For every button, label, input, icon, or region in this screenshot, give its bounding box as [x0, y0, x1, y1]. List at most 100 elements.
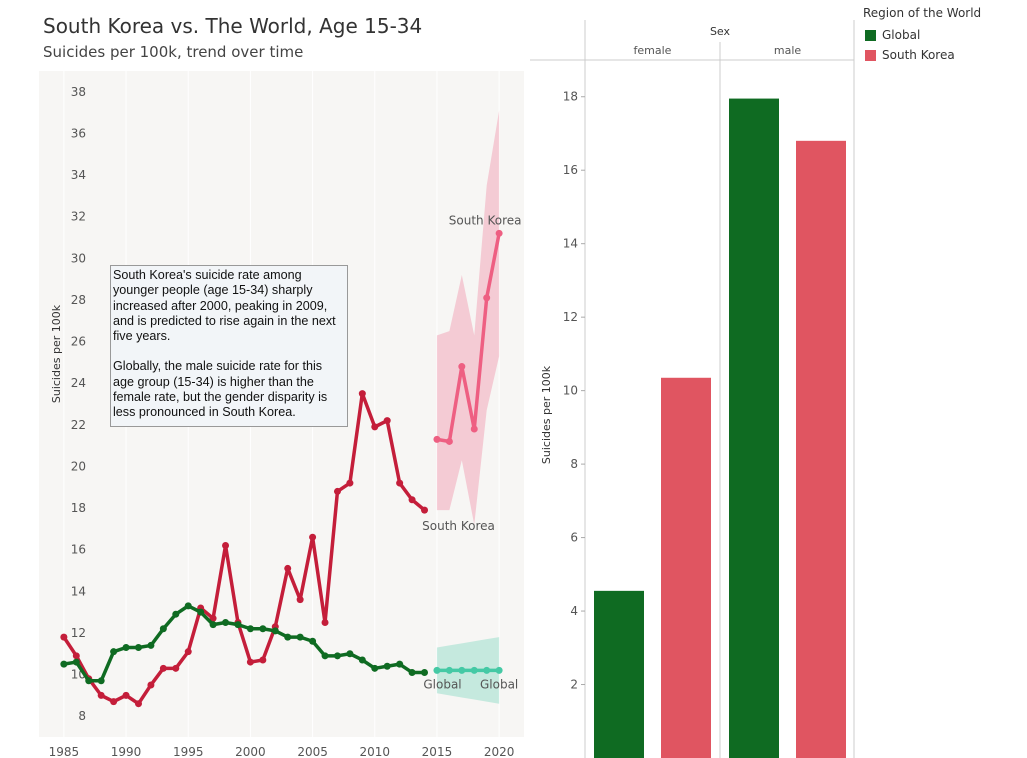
legend-item-south-korea[interactable]: South Korea: [863, 45, 981, 65]
y-tick-label: 12: [71, 626, 86, 640]
global-point: [259, 625, 267, 633]
y-tick-label: 8: [78, 709, 86, 723]
legend-title: Region of the World: [863, 6, 982, 20]
legend-item-global[interactable]: Global: [863, 25, 981, 45]
x-tick-label: 2010: [359, 745, 390, 758]
y-tick-label: 16: [71, 543, 86, 557]
south-korea-point: [97, 691, 105, 699]
global-point: [333, 652, 341, 660]
y-tick-label: 14: [563, 237, 578, 251]
south-korea-bar: [661, 377, 711, 758]
south-korea-point: [383, 417, 391, 425]
south-korea-point: [371, 423, 379, 431]
global-point: [396, 660, 404, 668]
south-korea-point: [147, 681, 155, 689]
south-korea-point: [408, 496, 416, 504]
series-end-label: South Korea: [422, 519, 495, 533]
annotation-paragraph: Globally, the male suicide rate for this…: [113, 359, 328, 420]
y-tick-label: 6: [570, 531, 578, 545]
category-label: female: [634, 44, 672, 57]
global-point: [197, 608, 205, 616]
x-tick-label: 1985: [49, 745, 80, 758]
y-tick-label: 18: [563, 90, 578, 104]
annotation-paragraph: South Korea's suicide rate among younger…: [113, 268, 336, 344]
south-korea-point: [346, 479, 354, 487]
south-korea-point: [433, 435, 441, 443]
y-tick-label: 36: [71, 126, 86, 140]
south-korea-point: [72, 652, 80, 660]
global-point: [234, 621, 242, 629]
legend-swatch: [865, 29, 876, 41]
south-korea-point: [122, 691, 130, 699]
global-point: [172, 610, 180, 618]
chart-subtitle: Suicides per 100k, trend over time: [43, 43, 304, 61]
global-point: [371, 664, 379, 672]
global-point: [346, 650, 354, 658]
south-korea-point: [110, 698, 118, 706]
global-point: [209, 621, 217, 629]
y-tick-label: 30: [71, 251, 86, 265]
global-point: [122, 644, 130, 652]
south-korea-point: [246, 658, 254, 666]
y-tick-label: 32: [71, 210, 86, 224]
y-tick-label: 4: [570, 604, 578, 618]
y-tick-label: 24: [71, 376, 86, 390]
global-point: [408, 668, 416, 676]
south-korea-point: [396, 479, 404, 487]
south-korea-point: [259, 656, 267, 664]
legend-label: Global: [882, 28, 921, 42]
y-tick-label: 20: [71, 459, 86, 473]
y-tick-label: 22: [71, 418, 86, 432]
south-korea-point: [172, 664, 180, 672]
global-point: [110, 648, 118, 656]
y-tick-label: 28: [71, 293, 86, 307]
global-point: [421, 668, 429, 676]
global-point: [159, 625, 167, 633]
y-tick-label: 38: [71, 85, 86, 99]
global-point: [495, 666, 503, 674]
south-korea-point: [159, 664, 167, 672]
global-point: [97, 677, 105, 685]
x-tick-label: 2015: [422, 745, 453, 758]
sex-bar-chart: Sex female male 2 4 6 8 10 12 14 16 18 Suicides per …: [530, 20, 855, 758]
south-korea-point: [421, 506, 429, 514]
global-point: [383, 662, 391, 670]
global-point: [284, 633, 292, 641]
global-point: [309, 637, 317, 645]
south-korea-point: [483, 294, 491, 302]
global-bar: [729, 98, 779, 758]
south-korea-point: [333, 487, 341, 495]
south-korea-point: [134, 700, 142, 708]
y-tick-label: 14: [71, 584, 86, 598]
chart-title: South Korea vs. The World, Age 15-34: [43, 14, 423, 38]
y-tick-label: 2: [570, 678, 578, 692]
south-korea-point: [296, 596, 304, 604]
series-end-label: Global: [480, 677, 518, 691]
x-tick-label: 2020: [484, 745, 515, 758]
global-point: [85, 677, 93, 685]
series-end-label: Global: [423, 677, 461, 691]
y-tick-label: 26: [71, 335, 86, 349]
global-point: [458, 666, 466, 674]
legend-label: South Korea: [882, 48, 955, 62]
category-label: male: [774, 44, 802, 57]
series-end-label: South Korea: [449, 213, 522, 227]
global-point: [321, 652, 329, 660]
y-tick-label: 10: [563, 384, 578, 398]
y-axis-label: Suicides per 100k: [50, 304, 63, 403]
global-point: [483, 666, 491, 674]
global-point: [60, 660, 68, 668]
south-korea-point: [309, 533, 317, 541]
south-korea-point: [458, 363, 466, 371]
south-korea-point: [60, 633, 68, 641]
y-tick-label: 34: [71, 168, 86, 182]
legend: Region of the World Global South Korea: [863, 6, 981, 65]
y-axis-label: Suicides per 100k: [540, 365, 553, 464]
global-point: [445, 666, 453, 674]
global-point: [222, 619, 230, 627]
south-korea-point: [222, 542, 230, 550]
y-tick-label: 18: [71, 501, 86, 515]
x-tick-label: 2005: [297, 745, 328, 758]
south-korea-point: [445, 437, 453, 445]
global-point: [470, 666, 478, 674]
